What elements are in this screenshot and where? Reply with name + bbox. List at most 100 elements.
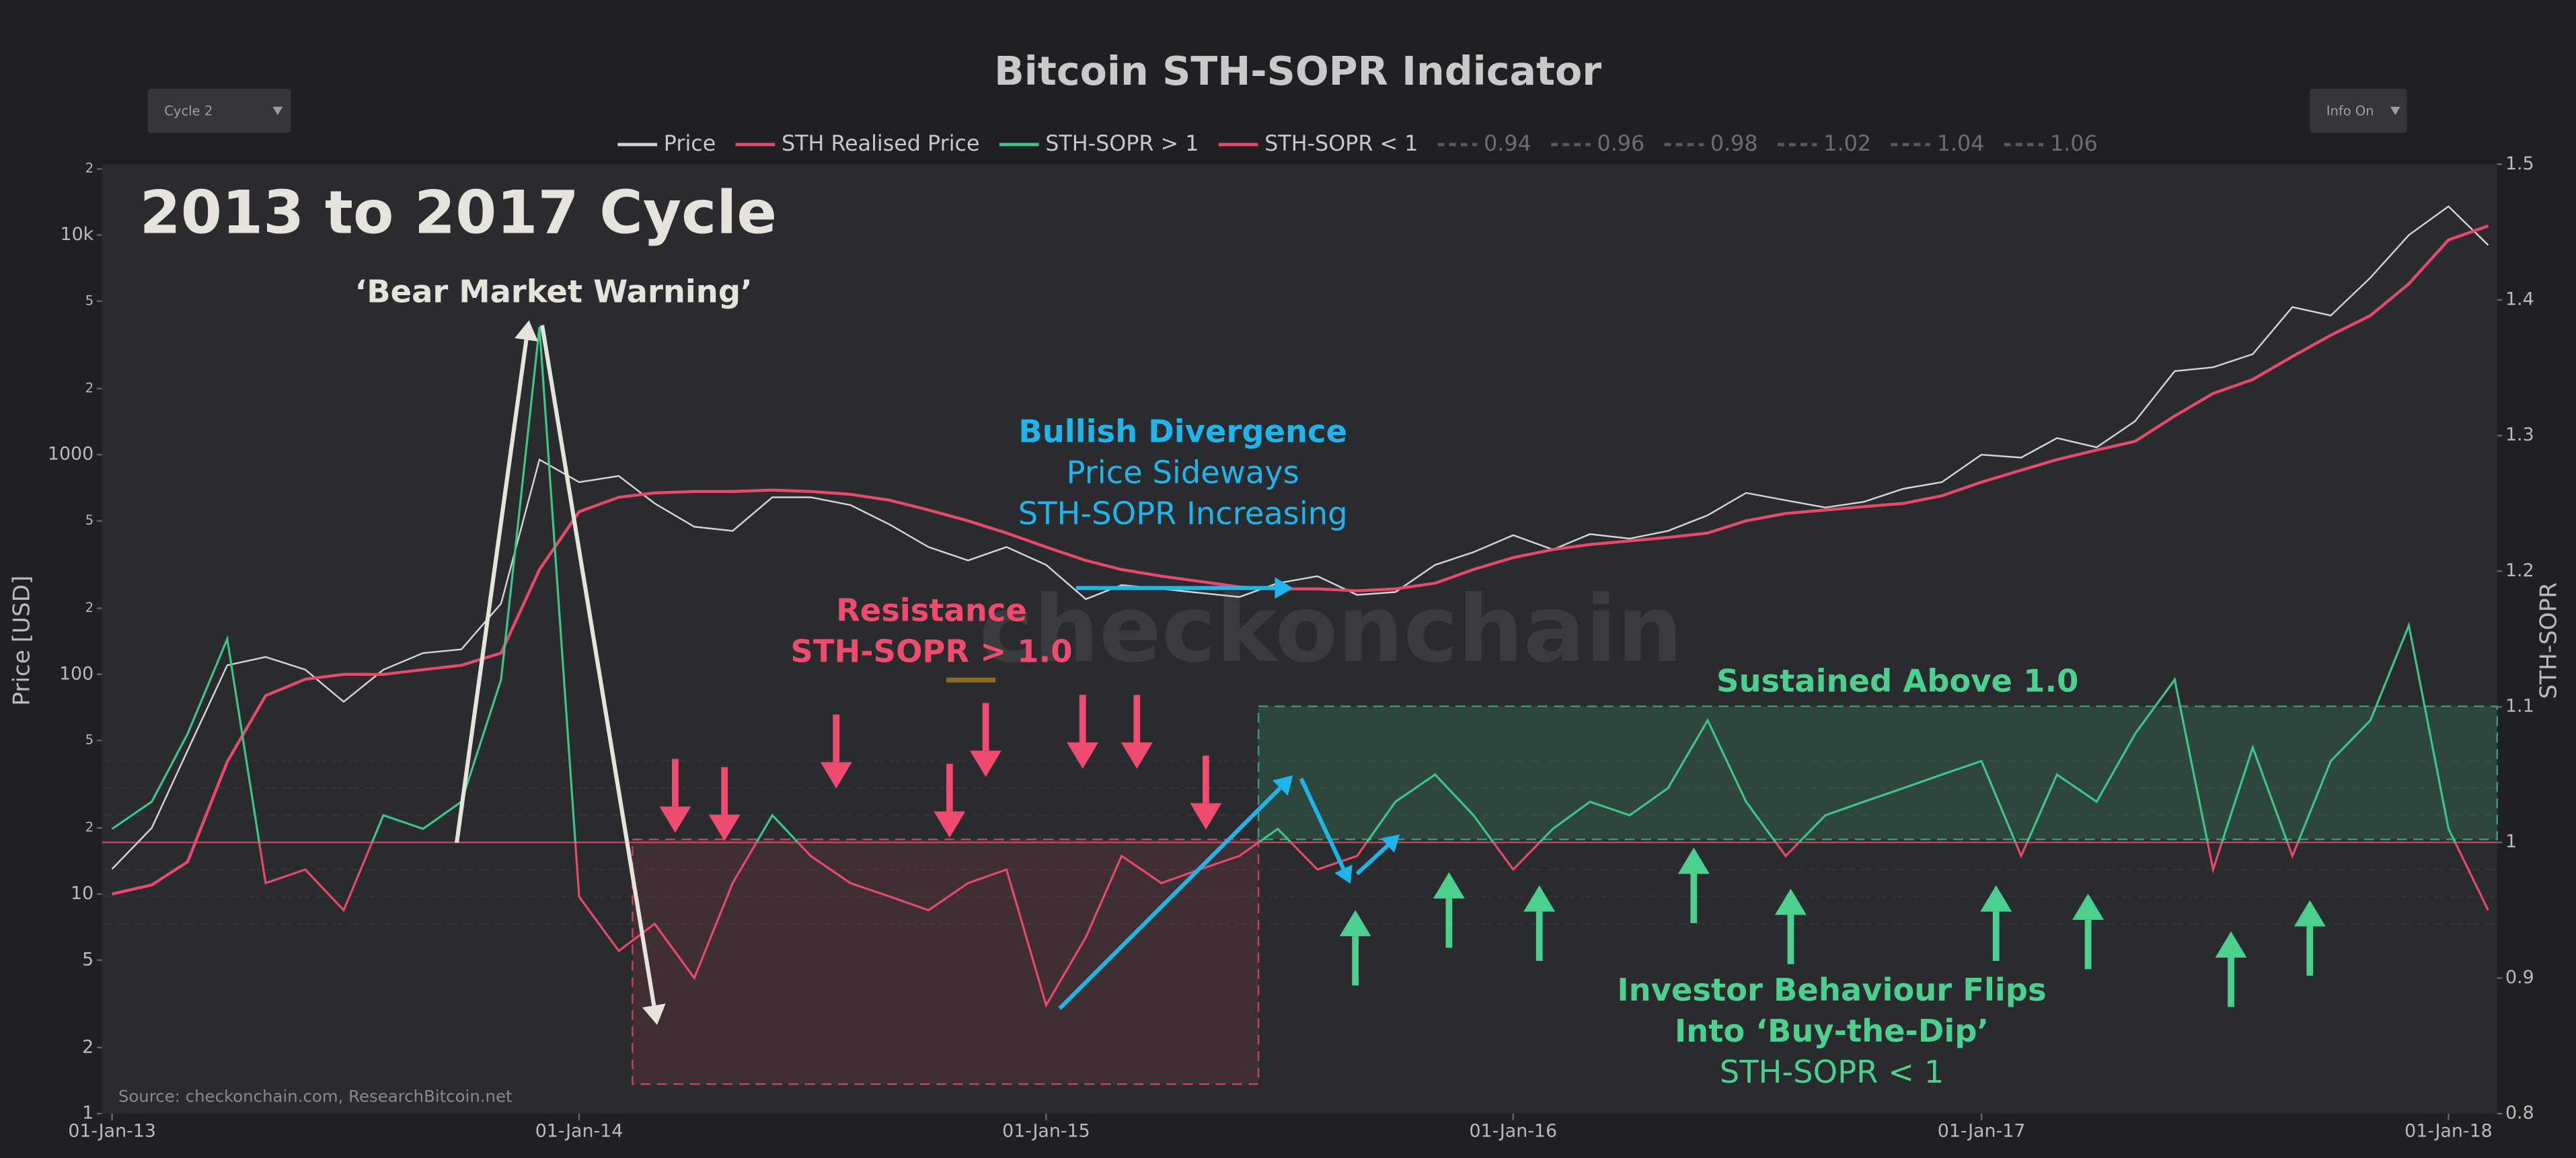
sopr-line-above: [111, 327, 2457, 843]
y2-axis-label: STH-SOPR: [2535, 582, 2562, 699]
plot: 01-Jan-13 01-Jan-14 01-Jan-15 01-Jan-16 01-J…: [48, 153, 2534, 1142]
legend-label: 0.98: [1710, 132, 1758, 156]
arrow-head: [1980, 885, 2012, 912]
bear-warning: ‘Bear Market Warning’: [355, 274, 753, 310]
x-tick-label: 01-Jan-15: [1002, 1120, 1090, 1141]
legend-label: STH-SOPR > 1: [1045, 132, 1199, 156]
legend-label: Price: [664, 132, 716, 156]
arrow-head: [1121, 742, 1153, 769]
arrow-head: [934, 811, 966, 838]
flips-line: STH-SOPR < 1: [1720, 1054, 1944, 1090]
arrow-head: [515, 320, 538, 342]
flips-line: Into ‘Buy-the-Dip’: [1675, 1013, 1989, 1049]
y2-tick-label: 1.4: [2505, 288, 2534, 309]
arrow-head: [1339, 910, 1371, 937]
arrow-head: [1275, 577, 1293, 599]
x-tick-label: 01-Jan-14: [535, 1120, 623, 1141]
chart-title: Bitcoin STH-SOPR Indicator: [994, 48, 1601, 94]
x-tick-label: 01-Jan-16: [1469, 1120, 1557, 1141]
legend-label: 1.04: [1937, 132, 1985, 156]
y2-tick-label: 1: [2505, 831, 2517, 852]
y-tick-label: 5: [85, 293, 93, 308]
arrow-head: [2215, 931, 2247, 958]
dropdown-box[interactable]: [2310, 88, 2407, 133]
y-tick-label: 10k: [60, 224, 93, 245]
y2-tick-label: 0.9: [2505, 967, 2534, 988]
arrow-head: [970, 750, 1002, 777]
arrow-head: [659, 806, 691, 833]
arrow-head: [2294, 900, 2326, 927]
dropdown-caret[interactable]: [2390, 106, 2400, 115]
price-line: [111, 205, 2489, 870]
source: Source: checkonchain.com, ResearchBitcoi…: [118, 1087, 513, 1106]
y-tick-label: 1000: [48, 444, 93, 465]
arrow-head: [1272, 775, 1293, 796]
legend: Price STH Realised Price STH-SOPR > 1 STH-S…: [617, 132, 2098, 156]
bearish-zone: [632, 838, 1260, 1085]
arrow-head: [1067, 742, 1099, 769]
y-tick-label: 2: [85, 600, 93, 615]
y-tick-label: 10: [71, 883, 93, 904]
legend-label: 1.06: [2050, 132, 2098, 156]
y2-tick-label: 1.3: [2505, 424, 2534, 445]
y-tick-label: 2: [85, 820, 93, 835]
sustained-label: Sustained Above 1.0: [1716, 663, 2078, 699]
arrow-head: [1774, 888, 1807, 915]
dropdown-label[interactable]: Cycle 2: [164, 104, 213, 119]
legend-label: STH Realised Price: [782, 132, 980, 156]
cycle-dropdown[interactable]: Cycle 2: [147, 88, 291, 133]
legend-label: 0.96: [1597, 132, 1644, 156]
y2-tick-label: 1.5: [2505, 153, 2534, 174]
y-tick-label: 100: [59, 663, 93, 684]
cycle-label: 2013 to 2017 Cycle: [140, 178, 777, 247]
arrow-head: [1334, 864, 1353, 884]
x-tick-label: 01-Jan-18: [2404, 1120, 2493, 1141]
y2-tick-label: 0.8: [2505, 1103, 2534, 1124]
bullish-zone: [1257, 705, 2498, 841]
y-tick-label: 5: [85, 732, 93, 748]
arrow-shaft: [1355, 844, 1390, 876]
dropdown-caret[interactable]: [272, 106, 283, 115]
y-axis-label: Price [USD]: [9, 576, 36, 706]
plot-area: [102, 164, 2497, 1114]
dropdown-box[interactable]: [147, 88, 291, 133]
arrows: [455, 320, 2326, 1026]
arrow-head: [1190, 803, 1222, 830]
y-tick-label: 2: [85, 161, 93, 176]
flips-title: Investor Behaviour Flips: [1617, 972, 2046, 1008]
arrow-head: [820, 762, 852, 789]
arrow-shaft: [1058, 786, 1282, 1010]
price-line: [112, 224, 2489, 896]
x-tick-label: 01-Jan-17: [1938, 1120, 2026, 1141]
y-tick-label: 1: [82, 1103, 93, 1124]
arrow-head: [1677, 847, 1710, 874]
arrow-shaft: [455, 339, 529, 843]
arrow-head: [1381, 834, 1400, 853]
bullish-line: Price Sideways: [1067, 454, 1299, 490]
legend-label: 1.02: [1823, 132, 1871, 156]
y-tick-label: 2: [82, 1036, 93, 1057]
legend-label: STH-SOPR < 1: [1264, 132, 1418, 156]
y-tick-label: 5: [85, 512, 93, 528]
bullish-title: Bullish Divergence: [1018, 413, 1347, 449]
arrow-head: [2072, 893, 2104, 920]
legend-label: 0.94: [1484, 132, 1531, 156]
resistance-title: Resistance: [836, 592, 1027, 629]
sopr-line-below: [258, 842, 2489, 1008]
y-tick-label: 5: [82, 949, 93, 970]
arrow-shaft: [1299, 777, 1346, 870]
bullish-line: STH-SOPR Increasing: [1018, 495, 1348, 531]
y-tick-label: 2: [85, 380, 93, 395]
dropdown-label[interactable]: Info On: [2326, 104, 2374, 119]
arrow-head: [708, 814, 741, 841]
y2-tick-label: 1.1: [2505, 696, 2534, 717]
info-dropdown[interactable]: Info On: [2310, 88, 2407, 133]
arrow-head: [1433, 872, 1465, 899]
y2-tick-label: 1.2: [2505, 560, 2534, 581]
resistance-line: STH-SOPR > 1.0: [790, 633, 1072, 670]
arrow-head: [1523, 885, 1556, 912]
x-tick-label: 01-Jan-13: [68, 1120, 156, 1141]
